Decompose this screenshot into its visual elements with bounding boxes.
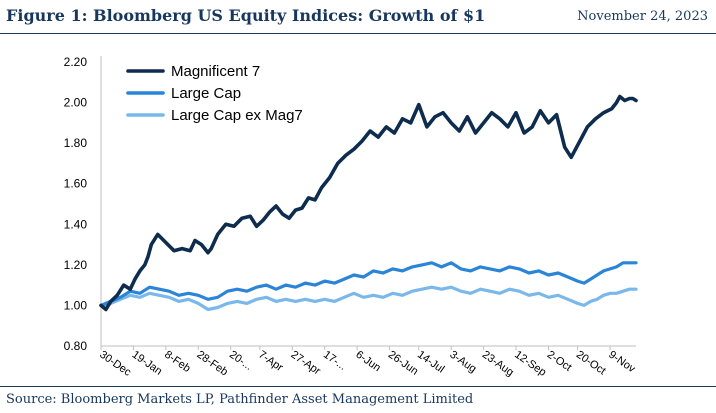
large-cap-ex-mag7-series-line bbox=[99, 285, 638, 312]
y-tick-label: 1.60 bbox=[64, 177, 88, 191]
x-tick-label: 7-Apr bbox=[256, 349, 285, 374]
x-tick-label: 26-Jun bbox=[386, 349, 420, 378]
source-note: Source: Bloomberg Markets LP, Pathfinder… bbox=[6, 392, 474, 407]
x-tick-label: 17-... bbox=[321, 349, 348, 373]
x-tick-label: 12-Sep bbox=[512, 349, 548, 379]
figure-date: November 24, 2023 bbox=[577, 9, 708, 24]
x-tick-label: 30-Dec bbox=[97, 349, 133, 379]
x-tick-label: 27-Apr bbox=[289, 349, 323, 378]
x-tick-label: 20-... bbox=[227, 349, 254, 373]
y-axis: 0.80 1.00 1.20 1.40 1.60 1.80 2.00 2.20 bbox=[64, 55, 102, 353]
x-tick-label: 19-Jan bbox=[130, 349, 164, 378]
x-tick-label: 3-Aug bbox=[447, 349, 478, 376]
figure-title: Figure 1: Bloomberg US Equity Indices: G… bbox=[6, 6, 486, 25]
x-tick-label: 20-Oct bbox=[574, 349, 608, 378]
y-tick-label: 1.80 bbox=[64, 136, 88, 150]
x-tick-label: 23-Aug bbox=[480, 349, 516, 379]
mag7-series-line bbox=[99, 94, 638, 312]
y-tick-label: 2.00 bbox=[64, 96, 88, 110]
x-tick-label: 9-Nov bbox=[606, 349, 637, 376]
series-layer bbox=[99, 94, 638, 312]
y-tick-label: 1.20 bbox=[64, 258, 88, 272]
chart-area: 0.80 1.00 1.20 1.40 1.60 1.80 2.00 2.20 30-Dec 1… bbox=[0, 34, 716, 386]
x-tick-label: 28-Feb bbox=[195, 349, 230, 379]
figure-footer: Source: Bloomberg Markets LP, Pathfinder… bbox=[0, 386, 716, 413]
figure-header: Figure 1: Bloomberg US Equity Indices: G… bbox=[0, 0, 716, 34]
large-cap-series-line bbox=[99, 261, 638, 307]
x-tick-label: 14-Jul bbox=[415, 349, 446, 376]
line-chart: 0.801.001.201.401.601.802.002.20 30-Dec1… bbox=[64, 55, 638, 379]
y-tick-label: 0.80 bbox=[64, 339, 88, 353]
y-tick-label: 1.00 bbox=[64, 298, 88, 312]
y-tick-label: 2.20 bbox=[64, 55, 88, 69]
legend-item-large-cap-ex-mag7-label: Large Cap ex Mag7 bbox=[171, 107, 303, 124]
legend: Magnificent 7 Large Cap Large Cap ex Mag7 bbox=[126, 63, 303, 124]
x-tick-label: 2-Oct bbox=[545, 349, 574, 374]
x-tick-label: 8-Feb bbox=[162, 349, 192, 375]
y-tick-label: 1.40 bbox=[64, 217, 88, 231]
x-tick-label: 6-Jun bbox=[353, 349, 382, 375]
legend-item-magnificent-7-label: Magnificent 7 bbox=[171, 63, 260, 80]
legend-item-large-cap-label: Large Cap bbox=[171, 85, 241, 102]
